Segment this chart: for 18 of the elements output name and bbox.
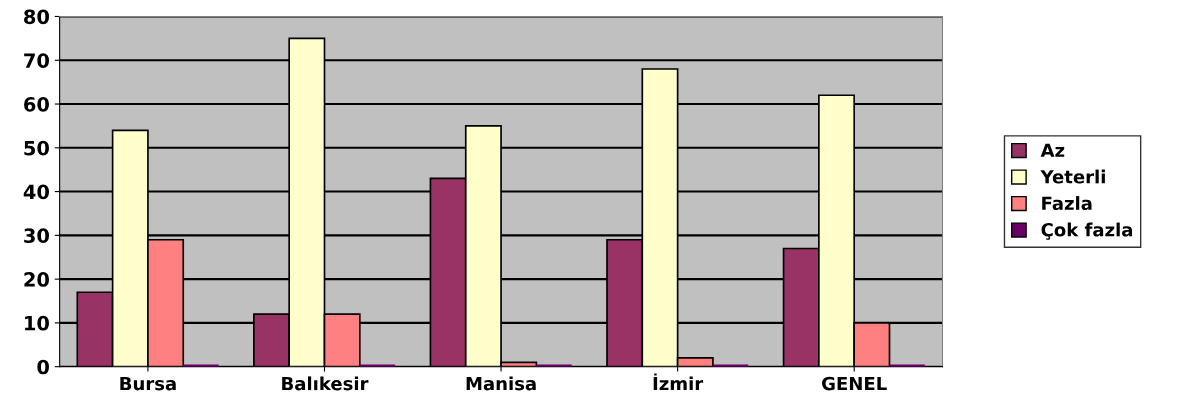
y-tick-label: 80 — [24, 9, 49, 25]
x-tick-label: Bursa — [120, 376, 176, 391]
y-tick-label: 0 — [37, 359, 49, 375]
x-tick-label: Manisa — [466, 376, 536, 391]
y-tick-label: 70 — [24, 53, 49, 68]
y-tick-label: 20 — [24, 272, 49, 287]
legend-label: Çok fazla — [1041, 222, 1133, 240]
x-tick-label: İzmir — [653, 373, 704, 391]
legend-label: Az — [1040, 143, 1065, 157]
y-tick-label: 30 — [24, 228, 49, 244]
x-tick-label: GENEL — [822, 376, 887, 391]
y-tick-label: 40 — [23, 184, 49, 200]
legend-label: Fazla — [1042, 196, 1092, 211]
legend-label: Yeterli — [1040, 169, 1105, 184]
y-tick-label: 10 — [25, 315, 49, 331]
y-tick-label: 60 — [24, 96, 49, 112]
y-tick-label: 50 — [24, 140, 49, 156]
x-tick-label: Balıkesir — [282, 376, 369, 391]
